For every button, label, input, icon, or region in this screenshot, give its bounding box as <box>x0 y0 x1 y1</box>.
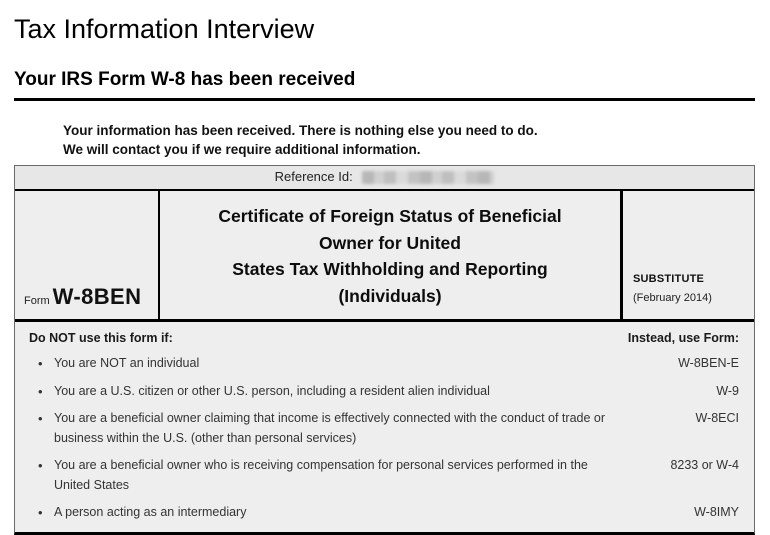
w8ben-form-table: Reference Id: Form W-8BEN Certificate of… <box>14 165 755 535</box>
condition-cell: • A person acting as an intermediary <box>29 503 611 523</box>
condition-text: A person acting as an intermediary <box>54 505 247 519</box>
condition-row: • You are a U.S. citizen or other U.S. p… <box>29 382 739 402</box>
instead-form-value: W-8IMY <box>694 505 739 519</box>
confirmation-message: Your information has been received. Ther… <box>63 122 755 159</box>
condition-row: • You are a beneficial owner who is rece… <box>29 456 739 495</box>
condition-text: You are a beneficial owner claiming that… <box>54 411 606 445</box>
conditions-list: • You are NOT an individual W-8BEN-E • Y… <box>29 354 739 523</box>
condition-row: • You are a beneficial owner claiming th… <box>29 409 739 448</box>
substitute-cell: SUBSTITUTE (February 2014) <box>623 191 754 319</box>
confirmation-message-line2: We will contact you if we require additi… <box>63 141 421 157</box>
bullet-icon: • <box>38 356 43 371</box>
condition-cell: • You are a beneficial owner claiming th… <box>29 409 611 448</box>
form-title-cell: Certificate of Foreign Status of Benefic… <box>160 191 623 319</box>
condition-cell: • You are a U.S. citizen or other U.S. p… <box>29 382 611 402</box>
condition-cell: • You are NOT an individual <box>29 354 611 374</box>
substitute-label: SUBSTITUTE <box>633 273 705 285</box>
do-not-use-label: Do NOT use this form if: <box>29 331 173 345</box>
condition-text: You are NOT an individual <box>54 356 200 370</box>
instead-form-value: W-8ECI <box>695 411 739 425</box>
instead-form-value: 8233 or W-4 <box>670 458 739 472</box>
form-title-line: (Individuals) <box>338 285 442 306</box>
do-not-use-section: Do NOT use this form if: Instead, use Fo… <box>15 322 754 532</box>
reference-id-row: Reference Id: <box>15 166 754 191</box>
bullet-icon: • <box>38 505 43 520</box>
substitute-revision-date: (February 2014) <box>633 292 712 304</box>
section-heading: Your IRS Form W-8 has been received <box>14 69 356 90</box>
bullet-icon: • <box>38 411 43 426</box>
form-word-label: Form <box>24 295 50 307</box>
form-number: W-8BEN <box>52 284 142 309</box>
form-title-line: Certificate of Foreign Status of Benefic… <box>218 206 562 226</box>
bullet-icon: • <box>38 383 43 399</box>
reference-id-redacted-value <box>362 171 495 185</box>
heading-divider <box>14 98 755 101</box>
condition-cell: • You are a beneficial owner who is rece… <box>29 456 611 495</box>
form-title-line: States Tax Withholding and Reporting <box>232 259 548 279</box>
page-title: Tax Information Interview <box>14 14 315 44</box>
condition-row: • You are NOT an individual W-8BEN-E <box>29 354 739 374</box>
instead-form-value: W-8BEN-E <box>678 356 739 370</box>
form-header-row: Form W-8BEN Certificate of Foreign Statu… <box>15 191 754 322</box>
form-number-cell: Form W-8BEN <box>15 191 160 319</box>
instead-use-form-label: Instead, use Form: <box>627 331 739 345</box>
do-not-use-header-row: Do NOT use this form if: Instead, use Fo… <box>29 331 739 346</box>
bullet-icon: • <box>38 458 43 473</box>
form-title-line: Owner for United <box>319 232 461 253</box>
reference-id-label: Reference Id: <box>274 169 353 184</box>
condition-row: • A person acting as an intermediary W-8… <box>29 503 739 523</box>
instead-form-value: W-9 <box>716 383 739 398</box>
condition-text: You are a beneficial owner who is receiv… <box>54 458 588 492</box>
condition-text: You are a U.S. citizen or other U.S. per… <box>54 383 490 398</box>
confirmation-message-line1: Your information has been received. Ther… <box>63 123 538 138</box>
